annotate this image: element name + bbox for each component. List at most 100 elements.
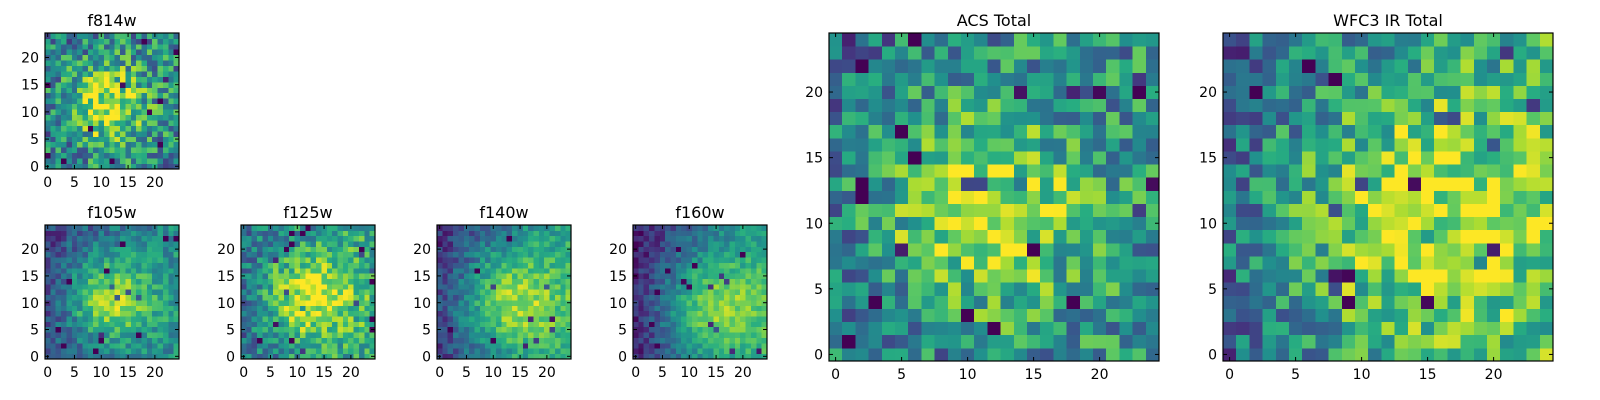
heatmap-cell — [136, 33, 142, 39]
heatmap-cell — [921, 177, 935, 191]
heatmap-cell — [1000, 256, 1015, 270]
heatmap-cell — [98, 43, 105, 50]
heatmap-cell — [125, 43, 132, 50]
heatmap-cell — [842, 124, 856, 139]
heatmap-cell — [713, 262, 720, 269]
heatmap-cell — [326, 316, 333, 322]
heatmap-cell — [1434, 256, 1448, 270]
heatmap-cell — [1053, 282, 1067, 296]
heatmap-cell — [299, 300, 306, 306]
heatmap-cell — [485, 273, 491, 279]
heatmap-cell — [87, 136, 94, 143]
heatmap-cell — [718, 241, 725, 247]
heatmap-cell — [273, 353, 279, 360]
heatmap-cell — [517, 257, 524, 263]
heatmap-cell — [855, 177, 869, 191]
heatmap-cell — [522, 262, 529, 269]
heatmap-cell — [157, 267, 164, 274]
heatmap-cell — [146, 92, 153, 99]
heatmap-cell — [750, 353, 757, 360]
y-tick-label: 5 — [618, 323, 627, 339]
heatmap-cell — [538, 225, 545, 231]
heatmap-cell — [1106, 124, 1120, 139]
heatmap-cell — [114, 310, 121, 317]
heatmap-cell — [66, 353, 73, 360]
heatmap-cell — [157, 130, 164, 137]
heatmap-cell — [734, 294, 741, 301]
heatmap-cell — [1053, 151, 1067, 165]
heatmap-cell — [1500, 321, 1514, 336]
heatmap-cell — [686, 278, 693, 285]
heatmap-cell — [761, 321, 768, 328]
heatmap-cell — [549, 326, 556, 333]
heatmap-cell — [369, 225, 376, 231]
heatmap-cell — [61, 235, 67, 242]
heatmap-cell — [61, 125, 67, 132]
heatmap-cell — [691, 342, 698, 349]
heatmap-cell — [908, 59, 922, 73]
heatmap-cell — [1539, 216, 1554, 231]
heatmap-cell — [152, 81, 158, 88]
heatmap-cell — [453, 235, 459, 242]
heatmap-cell — [305, 342, 312, 349]
heatmap-cell — [528, 300, 534, 306]
heatmap-cell — [299, 262, 306, 269]
y-tick-label: 0 — [30, 159, 39, 175]
heatmap-cell — [921, 164, 935, 178]
heatmap-cell — [842, 347, 856, 362]
heatmap-cell — [1119, 137, 1133, 152]
heatmap-cell — [855, 282, 869, 296]
heatmap-cell — [310, 294, 317, 301]
heatmap-cell — [1328, 124, 1343, 139]
heatmap-cell — [114, 348, 121, 355]
heatmap-cell — [289, 235, 295, 242]
heatmap-cell — [881, 256, 896, 270]
heatmap-cell — [1526, 308, 1541, 323]
heatmap-cell — [517, 342, 524, 349]
heatmap-cell — [1040, 334, 1054, 349]
heatmap-cell — [152, 125, 158, 132]
heatmap-cell — [114, 125, 121, 132]
heatmap-cell — [146, 109, 153, 115]
heatmap-cell — [761, 225, 768, 231]
heatmap-cell — [50, 225, 57, 231]
heatmap-cell — [740, 305, 746, 312]
heatmap-cell — [251, 305, 258, 312]
heatmap-cell — [1473, 137, 1488, 152]
heatmap-cell — [120, 321, 126, 328]
heatmap-cell — [125, 38, 132, 45]
heatmap-cell — [554, 326, 561, 333]
heatmap-cell — [442, 273, 449, 279]
heatmap-cell — [262, 273, 269, 279]
heatmap-cell — [1132, 269, 1147, 283]
heatmap-cell — [665, 289, 671, 296]
heatmap-cell — [1066, 72, 1081, 86]
heatmap-cell — [87, 98, 94, 105]
heatmap-cell — [337, 251, 344, 258]
heatmap-cell — [549, 278, 556, 285]
heatmap-cell — [241, 310, 247, 317]
heatmap-cell — [157, 54, 164, 61]
heatmap-cell — [463, 294, 470, 301]
heatmap-cell — [1093, 256, 1107, 270]
heatmap-cell — [1027, 137, 1041, 152]
heatmap-cell — [437, 305, 443, 312]
heatmap-cell — [654, 321, 661, 328]
heatmap-cell — [921, 295, 935, 309]
heatmap-cell — [1106, 33, 1120, 47]
heatmap-cell — [310, 289, 317, 296]
heatmap-cell — [262, 241, 269, 247]
heatmap-cell — [881, 98, 896, 113]
heatmap-cell — [670, 353, 677, 360]
heatmap-cell — [974, 111, 988, 126]
y-tick-label: 10 — [609, 296, 627, 312]
heatmap-cell — [262, 321, 269, 328]
heatmap-cell — [750, 246, 757, 253]
heatmap-cell — [93, 130, 99, 137]
heatmap-cell — [136, 235, 142, 242]
heatmap-cell — [146, 49, 153, 56]
heatmap-cell — [1394, 203, 1409, 218]
heatmap-cell — [554, 332, 561, 338]
heatmap-cell — [881, 85, 896, 99]
heatmap-cell — [702, 294, 709, 301]
